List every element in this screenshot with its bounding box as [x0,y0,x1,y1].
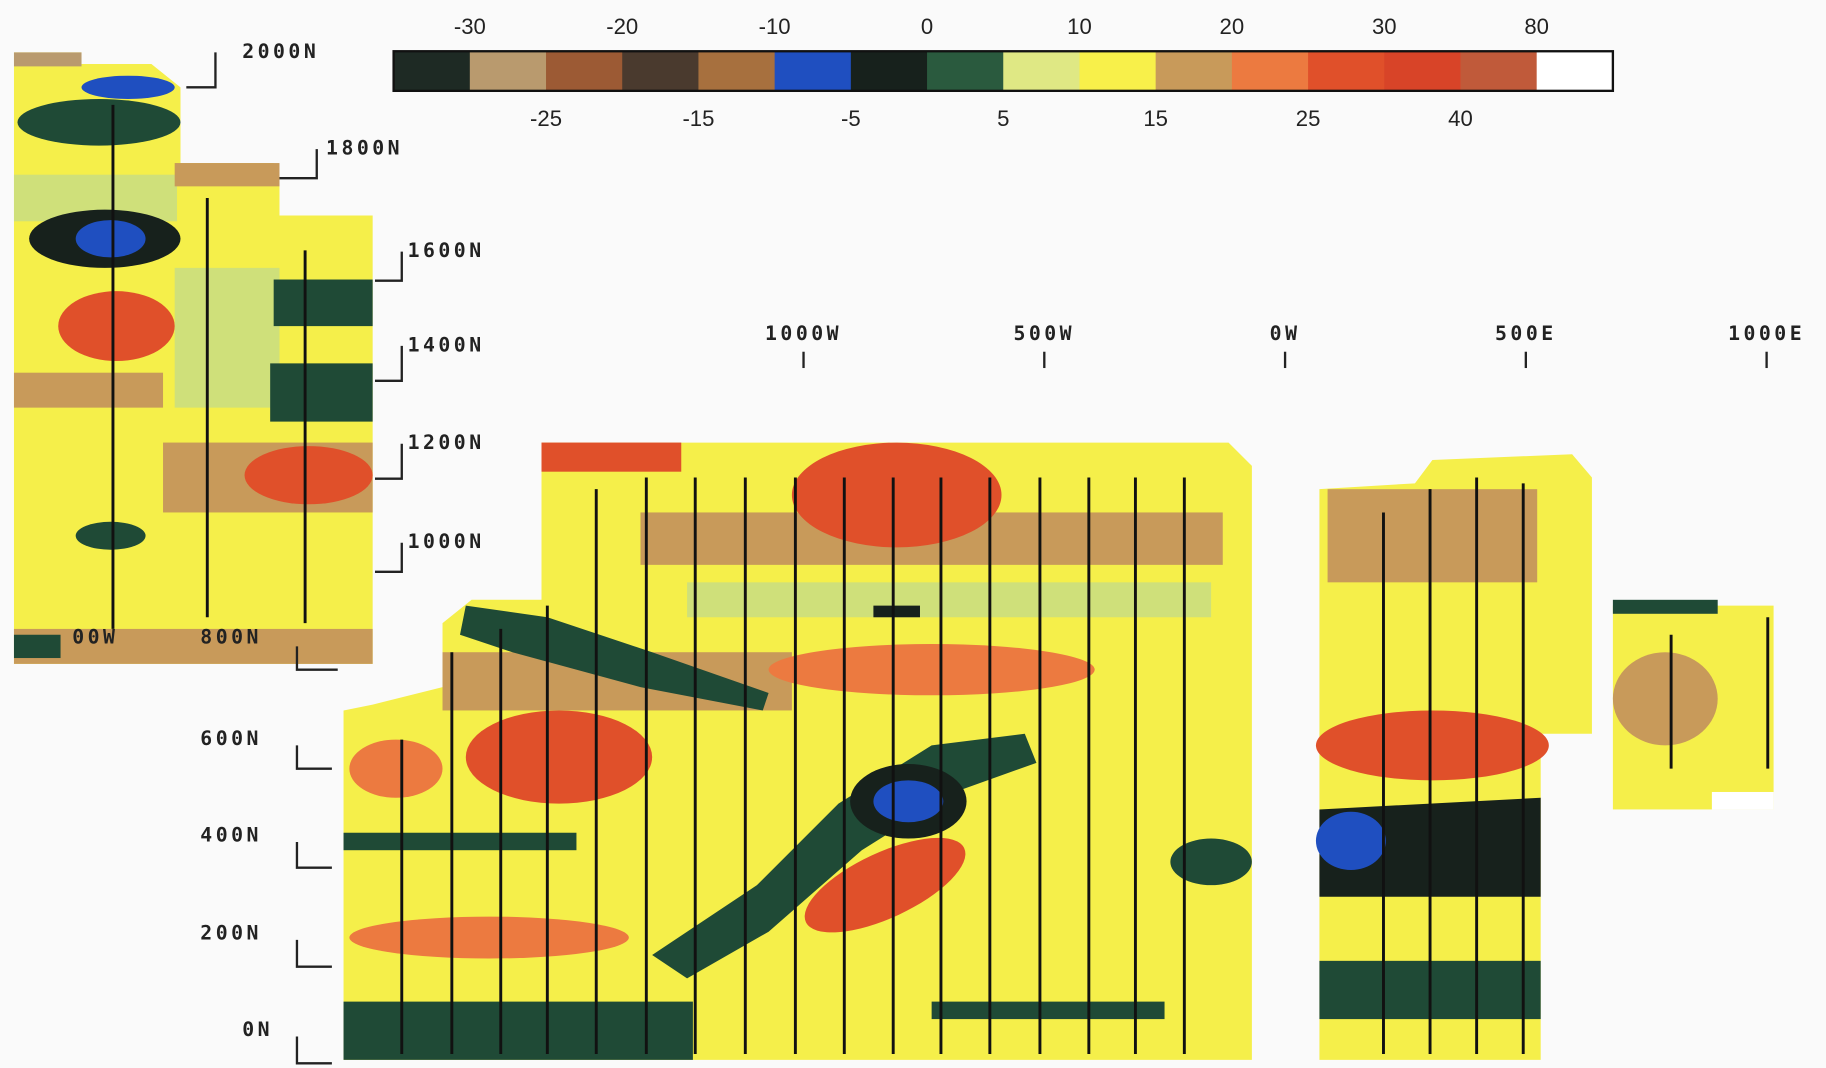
legend-top-label: -10 [759,14,791,39]
far-right-survey-block [1613,600,1774,810]
west-label: 00W [72,626,118,649]
north-label: 1000N [408,530,485,553]
east-label: 1000W [765,322,842,345]
legend-top-label: -20 [606,14,638,39]
north-label: 800N [200,626,262,649]
legend-swatch [1537,51,1614,91]
north-label: 0N [242,1018,273,1041]
north-label: 1400N [408,333,485,356]
legend-swatch [698,51,775,91]
north-label: 600N [200,727,262,750]
page: 2000N 1800N 1600N 1400N 1200N 1000N 800N… [0,0,1826,1068]
north-label: 1600N [408,239,485,262]
north-label: 1800N [326,137,403,160]
legend-top-label: 30 [1372,14,1397,39]
legend-swatch [1003,51,1080,91]
legend-bottom-label: -25 [530,106,562,131]
north-label: 1200N [408,431,485,454]
east-label: 1000E [1728,322,1805,345]
legend-swatch [1232,51,1309,91]
legend-top-label: 10 [1067,14,1092,39]
legend-swatch [470,51,547,91]
legend-swatch [1384,51,1461,91]
legend-swatch [394,51,471,91]
east-label: 500E [1495,322,1557,345]
legend-swatch [851,51,928,91]
legend-bottom-label: 5 [997,106,1009,131]
legend-top-label: 80 [1524,14,1549,39]
legend-swatch [1460,51,1537,91]
north-label: 200N [200,922,262,945]
legend-top-label: 20 [1220,14,1245,39]
east-label: 0W [1270,322,1301,345]
left-survey-block [14,52,373,663]
legend-bottom-label: -15 [682,106,714,131]
legend-bottom-label: -5 [841,106,861,131]
legend-swatch [622,51,699,91]
legend-swatch [775,51,852,91]
legend-top-label: -30 [454,14,486,39]
legend-top-label: 0 [921,14,933,39]
legend-bottom-label: 15 [1143,106,1168,131]
east-label: 500W [1013,322,1075,345]
legend-swatch [546,51,623,91]
survey-map: 2000N 1800N 1600N 1400N 1200N 1000N 800N… [0,0,1826,1068]
north-label: 400N [200,824,262,847]
legend-swatch [1308,51,1385,91]
right-survey-block [1316,454,1592,1060]
legend-swatch [1079,51,1156,91]
legend-swatch [927,51,1004,91]
legend-bottom-label: 40 [1448,106,1473,131]
legend-swatch [1156,51,1233,91]
legend-bottom-label: 25 [1296,106,1321,131]
north-label: 2000N [242,40,319,63]
